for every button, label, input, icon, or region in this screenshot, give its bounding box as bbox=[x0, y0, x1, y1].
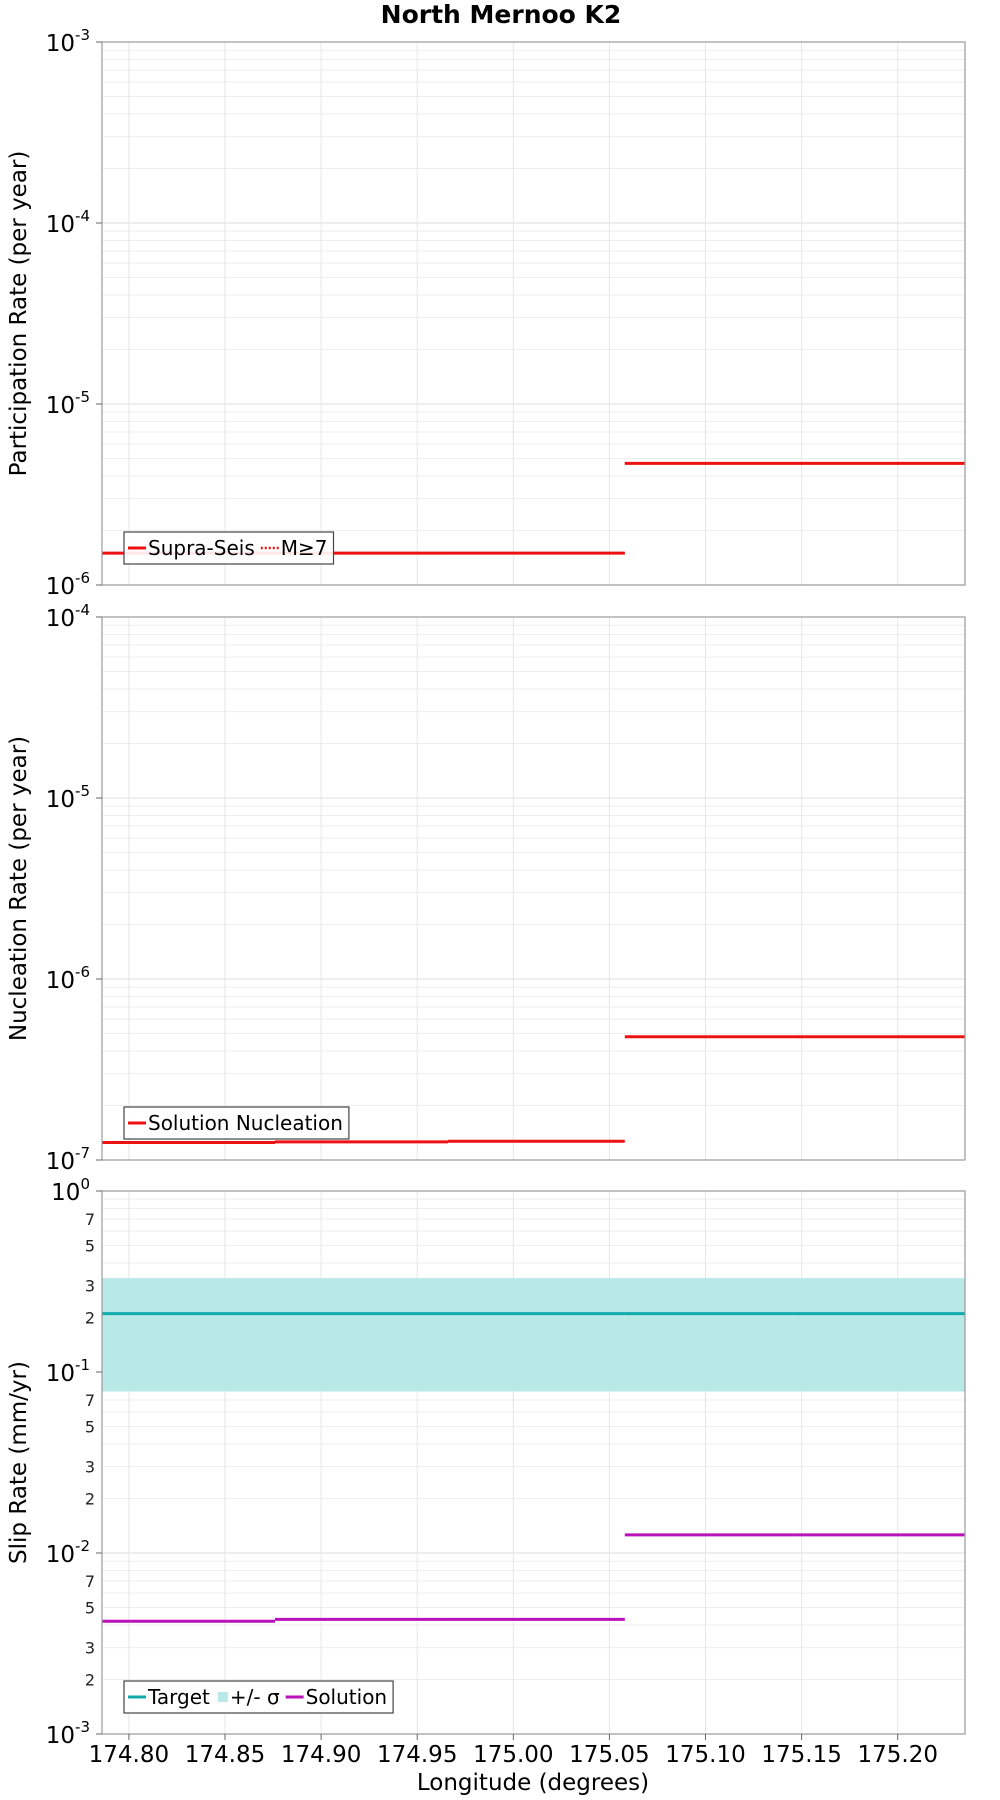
legend-frame bbox=[123, 531, 335, 565]
y-tick-label: 10-4 bbox=[46, 601, 90, 632]
y-tick-label: 10-5 bbox=[46, 388, 90, 419]
x-tick-label: 175.20 bbox=[857, 1742, 937, 1768]
plot-frame bbox=[101, 41, 966, 586]
sigma-band bbox=[102, 1278, 965, 1392]
panel-3: 10-3 10-2 10-1 100 2 3 5 7 2 3 5 7 2 3 5 7 Slip Rate (mm… bbox=[6, 1175, 966, 1749]
y-minor-tick-label: 7 bbox=[85, 1210, 95, 1229]
y-tick-label: 10-2 bbox=[46, 1537, 90, 1568]
x-tick-label: 175.15 bbox=[761, 1742, 841, 1768]
y-minor-tick-label: 7 bbox=[85, 1391, 95, 1410]
y-tick-label: 10-5 bbox=[46, 782, 90, 813]
y-tick-label: 10-1 bbox=[46, 1356, 90, 1387]
y-minor-tick-label: 2 bbox=[85, 1490, 95, 1509]
y-minor-tick-label: 5 bbox=[85, 1236, 95, 1255]
x-tick-label: 174.85 bbox=[185, 1742, 265, 1768]
y-minor-tick-label: 2 bbox=[85, 1309, 95, 1328]
legend-label: Target bbox=[147, 1685, 210, 1709]
y-minor-tick-label: 3 bbox=[85, 1458, 95, 1477]
legend: Supra-Seis M≥7 bbox=[123, 531, 335, 565]
y-minor-tick-label: 3 bbox=[85, 1639, 95, 1658]
y-tick-label: 10-6 bbox=[46, 569, 90, 600]
x-tick-label: 175.00 bbox=[473, 1742, 553, 1768]
plot-area bbox=[102, 617, 965, 1160]
y-tick-label: 10-7 bbox=[46, 1144, 90, 1175]
y-minor-tick-label: 2 bbox=[85, 1671, 95, 1690]
legend-label: Solution Nucleation bbox=[148, 1111, 343, 1135]
plot-frame bbox=[101, 1190, 966, 1735]
plot-frame bbox=[101, 616, 966, 1161]
legend-swatch bbox=[217, 1692, 228, 1702]
y-tick-label: 10-3 bbox=[46, 1718, 90, 1749]
legend: Target +/- σ Solution bbox=[123, 1680, 394, 1714]
x-tick-label: 175.10 bbox=[665, 1742, 745, 1768]
y-minor-tick-label: 5 bbox=[85, 1598, 95, 1617]
y-minor-tick-label: 3 bbox=[85, 1277, 95, 1296]
legend-label: Supra-Seis bbox=[148, 536, 255, 560]
legend-label: M≥7 bbox=[281, 536, 328, 560]
y-tick-label: 10-4 bbox=[46, 207, 90, 238]
y-tick-label: 10-3 bbox=[46, 26, 90, 57]
chart-title: North Mernoo K2 bbox=[381, 0, 622, 29]
panels-layer: 10-6 10-5 10-4 10-3 Participation Rate (per … bbox=[6, 26, 966, 1768]
y-axis-label: Slip Rate (mm/yr) bbox=[6, 1361, 32, 1564]
y-tick-label: 10-6 bbox=[46, 963, 90, 994]
legend-frame bbox=[123, 1106, 350, 1140]
legend-frame bbox=[123, 1680, 394, 1714]
y-axis-label: Participation Rate (per year) bbox=[6, 151, 32, 477]
series-solution bbox=[102, 1533, 965, 1623]
legend-label: Solution bbox=[306, 1685, 387, 1709]
y-tick-label: 100 bbox=[51, 1175, 90, 1206]
x-tick-label: 174.95 bbox=[377, 1742, 457, 1768]
y-minor-tick-label: 5 bbox=[85, 1417, 95, 1436]
panel-1: 10-6 10-5 10-4 10-3 Participation Rate (per … bbox=[6, 26, 966, 600]
x-axis-ticks: 174.80 174.85 174.90 174.95 175.00 175.05 175.… bbox=[89, 1734, 938, 1768]
y-axis-label: Nucleation Rate (per year) bbox=[6, 736, 32, 1041]
panel-2: 10-7 10-6 10-5 10-4 Nucleation Rate (per yea… bbox=[6, 601, 966, 1175]
legend: Solution Nucleation bbox=[123, 1106, 350, 1140]
y-minor-tick-label: 7 bbox=[85, 1572, 95, 1591]
plot-area bbox=[102, 1191, 965, 1734]
legend-label: +/- σ bbox=[230, 1685, 280, 1709]
x-axis-label: Longitude (degrees) bbox=[417, 1770, 649, 1796]
x-tick-label: 174.80 bbox=[89, 1742, 169, 1768]
series-solution-nucleation bbox=[102, 1035, 965, 1144]
x-tick-label: 175.05 bbox=[569, 1742, 649, 1768]
x-tick-label: 174.90 bbox=[281, 1742, 361, 1768]
plot-area bbox=[102, 42, 965, 585]
